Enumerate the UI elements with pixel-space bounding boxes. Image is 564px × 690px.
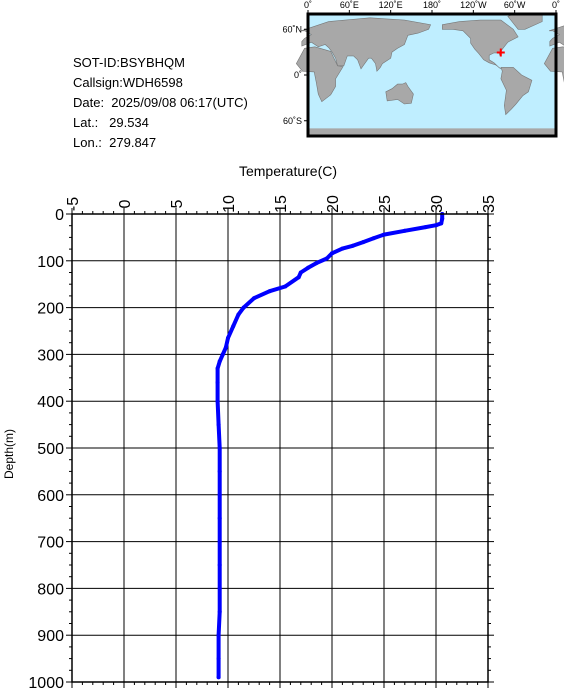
map-landmass — [385, 82, 414, 105]
chart-y-tick-label: 0 — [55, 207, 64, 224]
chart-y-tick-label: 200 — [37, 301, 64, 318]
chart-y-tick-label: 100 — [37, 254, 64, 271]
location-map: 0˚ 60˚E 120˚E 180˚ 120˚W 60˚W 0˚ 60˚N 0˚ 60˚S — [282, 0, 564, 138]
sot-id-label: SOT-ID:BSYBHQM — [73, 55, 185, 70]
chart-x-tick-label: 30 — [429, 195, 446, 213]
map-landmass — [500, 67, 533, 116]
chart-data-point — [236, 312, 241, 317]
chart-data-point — [217, 446, 222, 450]
chart-data-point — [361, 240, 366, 245]
map-landmass — [543, 46, 564, 83]
chart-data-point — [314, 261, 319, 266]
chart-data-point — [241, 305, 246, 310]
temperature-depth-chart: -5 0 5 10 15 20 25 30 35010020030040050060070080… — [2, 163, 498, 690]
chart-data-point — [371, 236, 376, 241]
chart-data-point — [216, 633, 221, 638]
chart-data-point — [217, 609, 222, 614]
chart-data-point — [252, 296, 256, 301]
chart-data-point — [306, 265, 311, 270]
chart-x-tick-label: 15 — [273, 195, 290, 213]
map-lat-label: 60˚N — [282, 24, 302, 34]
chart-x-tick-label: 10 — [221, 195, 238, 213]
chart-y-tick-label: 800 — [37, 581, 64, 598]
chart-data-point — [216, 675, 221, 680]
map-lon-label: 0˚ — [304, 0, 312, 10]
chart-data-point — [215, 399, 220, 404]
chart-data-point — [217, 359, 222, 364]
chart-data-point — [226, 336, 230, 340]
chart-data-point — [440, 216, 445, 221]
chart-data-point — [217, 469, 222, 474]
chart-data-point — [216, 422, 221, 427]
chart-data-point — [434, 223, 438, 228]
chart-y-tick-label: 400 — [37, 394, 64, 411]
chart-data-point — [296, 275, 301, 280]
chart-data-point — [216, 656, 221, 661]
chart-x-tick-label: 35 — [481, 195, 498, 213]
map-lat-label: 0˚ — [294, 70, 302, 80]
map-landmass — [549, 25, 564, 47]
chart-data-point — [217, 563, 222, 567]
map-location-marker — [496, 48, 505, 57]
map-lon-label: 60˚W — [504, 0, 526, 10]
chart-y-tick-label: 500 — [37, 441, 64, 458]
chart-y-tick-label: 700 — [37, 535, 64, 552]
lat-label: Lat.: 29.534 — [73, 115, 149, 130]
chart-data-point — [439, 221, 444, 226]
chart-data-point — [324, 256, 329, 261]
chart-data-point — [220, 352, 225, 357]
date-label: Date: 2025/09/08 06:17(UTC) — [73, 95, 248, 110]
map-landmass — [441, 19, 519, 70]
chart-data-point — [298, 270, 303, 275]
chart-data-point — [231, 324, 236, 329]
chart-data-point — [267, 289, 272, 294]
map-lon-label: 120˚W — [460, 0, 487, 10]
map-lat-label: 60˚S — [283, 116, 302, 126]
chart-data-point — [330, 251, 334, 256]
chart-data-point — [217, 492, 222, 497]
chart-y-axis-title: Depth(m) — [2, 429, 16, 479]
chart-y-tick-label: 1000 — [28, 675, 64, 690]
map-lon-label: 180˚ — [423, 0, 441, 10]
chart-x-tick-label: 5 — [169, 199, 186, 208]
chart-frame — [71, 213, 489, 683]
chart-data-point — [350, 243, 355, 248]
chart-x-tick-label: 25 — [377, 195, 394, 213]
chart-x-tick-label: 20 — [325, 195, 342, 213]
chart-x-tick-label: 0 — [117, 199, 134, 208]
chart-data-point — [402, 228, 407, 233]
map-lon-label: 0˚ — [552, 0, 560, 10]
chart-data-point — [423, 225, 428, 230]
chart-data-point — [215, 366, 220, 371]
map-landmass — [301, 17, 432, 72]
chart-data-point — [340, 246, 345, 251]
chart-x-axis-title: Temperature(C) — [239, 163, 337, 179]
chart-data-point — [217, 586, 222, 591]
chart-data-point — [217, 516, 222, 521]
chart-data-point — [382, 232, 386, 237]
map-lon-label: 60˚E — [340, 0, 359, 10]
chart-data-point — [215, 380, 220, 385]
map-antarctica — [308, 128, 556, 136]
chart-y-tick-label: 600 — [37, 488, 64, 505]
chart-data-point — [223, 345, 228, 350]
chart-x-tick-label: -5 — [65, 197, 82, 211]
chart-y-tick-label: 300 — [37, 347, 64, 364]
lon-label: Lon.: 279.847 — [73, 135, 157, 150]
map-lon-label: 120˚E — [379, 0, 403, 10]
chart-data-point — [217, 539, 222, 544]
chart-y-tick-label: 900 — [37, 628, 64, 645]
callsign-label: Callsign:WDH6598 — [73, 75, 183, 90]
chart-data-point — [283, 284, 288, 289]
